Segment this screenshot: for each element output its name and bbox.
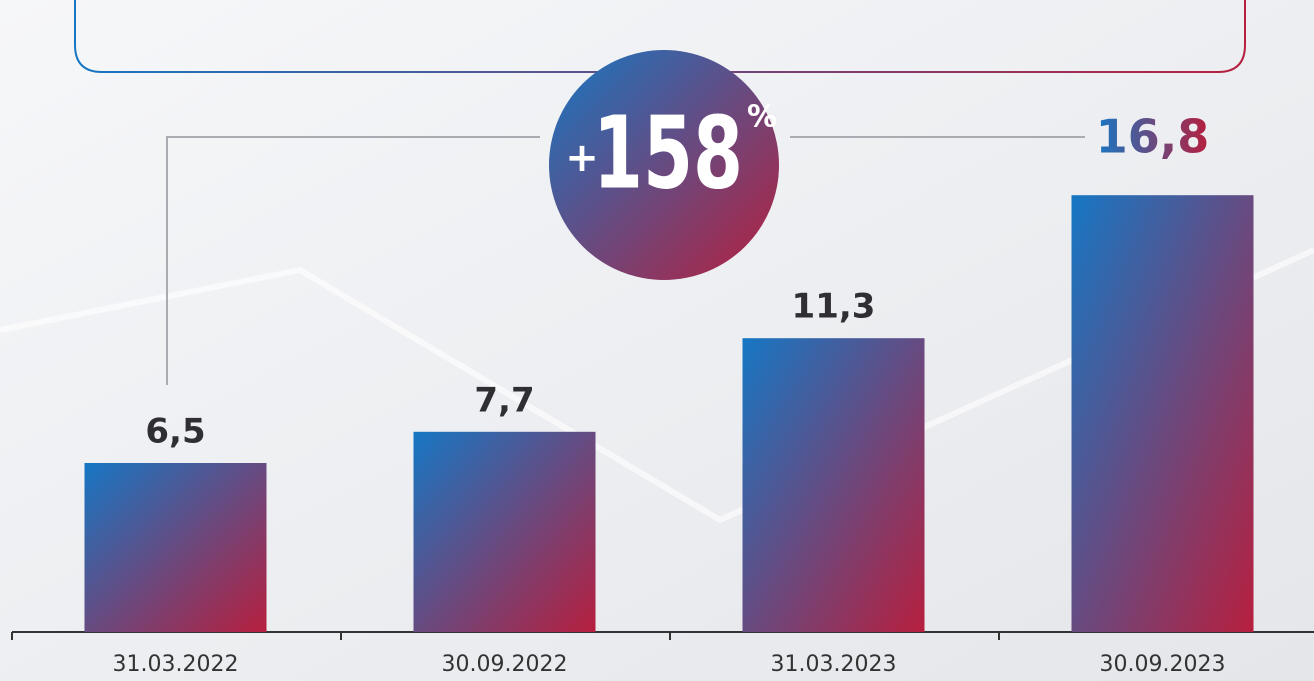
bar xyxy=(742,338,925,632)
annotation-suffix: % xyxy=(747,100,777,135)
annotation-number: 158 xyxy=(593,94,743,211)
value-label: 7,7 xyxy=(474,380,534,420)
bar xyxy=(413,431,596,632)
connector xyxy=(166,136,1085,385)
annotation-prefix: + xyxy=(565,135,599,181)
x-tick-label: 31.03.2022 xyxy=(113,652,239,677)
bar xyxy=(84,463,267,632)
growth-circle xyxy=(549,50,779,280)
x-tick-label: 30.09.2022 xyxy=(442,652,568,677)
value-label: 16,8 xyxy=(1096,110,1210,164)
x-tick-label: 31.03.2023 xyxy=(771,652,897,677)
x-tick-label: 30.09.2023 xyxy=(1100,652,1226,677)
background-line xyxy=(0,247,1314,524)
value-label: 11,3 xyxy=(792,287,876,327)
value-label: 6,5 xyxy=(145,412,205,452)
bar xyxy=(1071,195,1254,632)
